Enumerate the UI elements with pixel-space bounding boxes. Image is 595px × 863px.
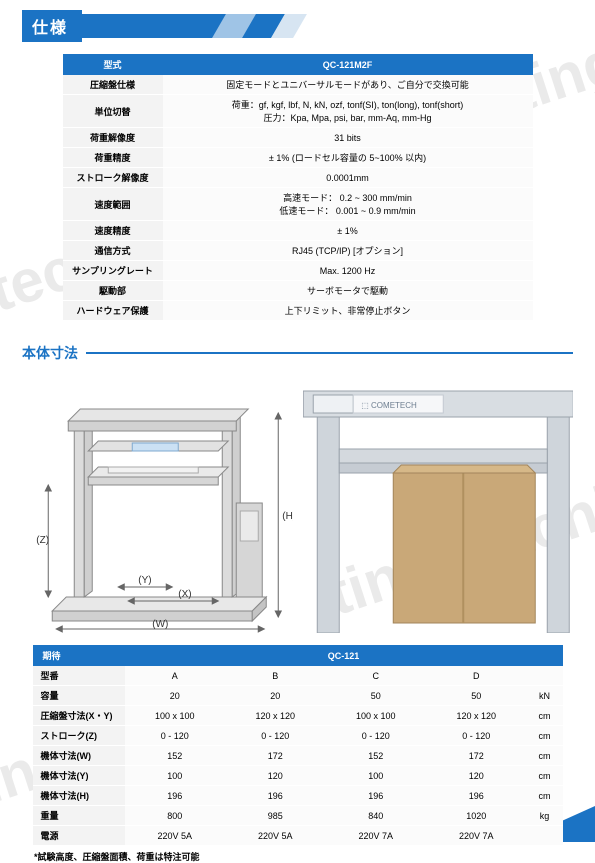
- spec-row-label: 荷重精度: [63, 148, 163, 168]
- dims-cell: 220V 5A: [225, 826, 326, 846]
- dimensions-heading-text: 本体寸法: [22, 343, 78, 363]
- svg-text:⬚ COMETECH: ⬚ COMETECH: [361, 401, 417, 410]
- heading-rule: [86, 352, 573, 354]
- dims-cell: 100: [326, 766, 427, 786]
- dims-title: 期待: [33, 645, 125, 666]
- spec-row-label: 圧縮盤仕様: [63, 75, 163, 95]
- dims-cell: B: [225, 666, 326, 686]
- dims-cell: 100 x 100: [125, 706, 226, 726]
- dimensions-heading: 本体寸法: [22, 343, 573, 363]
- spec-row-label: 速度精度: [63, 221, 163, 241]
- dims-cell: 120: [426, 766, 527, 786]
- spec-row-label: ストローク解像度: [63, 168, 163, 188]
- dims-cell: 220V 5A: [125, 826, 226, 846]
- dims-cell: 196: [326, 786, 427, 806]
- dims-cell: 985: [225, 806, 326, 826]
- dims-row-label: 圧縮盤寸法(X・Y): [33, 706, 125, 726]
- dims-cell: 220V 7A: [326, 826, 427, 846]
- svg-text:(X): (X): [178, 589, 191, 600]
- svg-text:(W): (W): [152, 619, 168, 630]
- dims-row-label: 機体寸法(W): [33, 746, 125, 766]
- footnote: *試験高度、圧縮盤面積、荷重は特注可能: [34, 850, 573, 863]
- dims-cell: 0 - 120: [326, 726, 427, 746]
- spec-row-value: RJ45 (TCP/IP) [オプション]: [163, 241, 533, 261]
- dims-unit: [527, 666, 563, 686]
- spec-row-value: 0.0001mm: [163, 168, 533, 188]
- spec-model-value: QC-121M2F: [163, 54, 533, 75]
- spec-row-label: 速度範囲: [63, 188, 163, 221]
- spec-row-value: Max. 1200 Hz: [163, 261, 533, 281]
- dims-unit: cm: [527, 786, 563, 806]
- dims-cell: 120: [225, 766, 326, 786]
- machine-diagram: (Z) (H) (Y) (X) (W): [22, 373, 293, 633]
- spec-row-value: 31 bits: [163, 128, 533, 148]
- dims-row-label: 重量: [33, 806, 125, 826]
- dims-unit: kN: [527, 686, 563, 706]
- spec-row-value: ± 1% (ロードセル容量の 5~100% 以内): [163, 148, 533, 168]
- dims-unit: cm: [527, 726, 563, 746]
- dims-cell: 172: [225, 746, 326, 766]
- dims-row-label: 容量: [33, 686, 125, 706]
- svg-text:(Y): (Y): [138, 575, 151, 586]
- dims-cell: 800: [125, 806, 226, 826]
- dims-cell: 172: [426, 746, 527, 766]
- dims-cell: 840: [326, 806, 427, 826]
- dims-cell: D: [426, 666, 527, 686]
- dimensions-table: 期待 QC-121 型番ABCD容量20205050kN圧縮盤寸法(X・Y)10…: [33, 645, 563, 846]
- dims-cell: 100: [125, 766, 226, 786]
- dims-cell: 0 - 120: [225, 726, 326, 746]
- dims-cell: 196: [426, 786, 527, 806]
- spec-table: 型式 QC-121M2F 圧縮盤仕様固定モードとユニバーサルモードがあり、ご自分…: [63, 54, 533, 321]
- section-header: 仕様: [22, 10, 573, 42]
- dims-unit: [527, 826, 563, 846]
- dims-cell: 196: [125, 786, 226, 806]
- spec-row-label: 単位切替: [63, 95, 163, 128]
- dims-cell: 50: [326, 686, 427, 706]
- dims-row-label: 型番: [33, 666, 125, 686]
- dims-cell: 1020: [426, 806, 527, 826]
- spec-row-value: 荷重：gf, kgf, lbf, N, kN, ozf, tonf(SI), t…: [163, 95, 533, 128]
- spec-row-value: 上下リミット、非常停止ボタン: [163, 301, 533, 321]
- dims-cell: 0 - 120: [125, 726, 226, 746]
- spec-row-value: サーボモータで駆動: [163, 281, 533, 301]
- dims-cell: 20: [225, 686, 326, 706]
- dims-model-header: QC-121: [125, 645, 563, 666]
- dims-cell: 220V 7A: [426, 826, 527, 846]
- spec-row-label: ハードウェア保護: [63, 301, 163, 321]
- svg-text:(H): (H): [282, 511, 292, 522]
- dims-unit: kg: [527, 806, 563, 826]
- spec-row-value: 高速モード： 0.2 ~ 300 mm/min低速モード： 0.001 ~ 0.…: [163, 188, 533, 221]
- dims-unit: cm: [527, 766, 563, 786]
- dims-cell: 196: [225, 786, 326, 806]
- spec-row-value: 固定モードとユニバーサルモードがあり、ご自分で交換可能: [163, 75, 533, 95]
- dims-row-label: ストローク(Z): [33, 726, 125, 746]
- dims-cell: 100 x 100: [326, 706, 427, 726]
- header-stripe: [82, 14, 573, 38]
- spec-model-label: 型式: [63, 54, 163, 75]
- dims-unit: cm: [527, 706, 563, 726]
- header-title: 仕様: [22, 10, 82, 42]
- dims-cell: A: [125, 666, 226, 686]
- machine-photo: ⬚ COMETECH: [303, 373, 574, 633]
- dims-cell: 120 x 120: [225, 706, 326, 726]
- spec-row-value: ± 1%: [163, 221, 533, 241]
- svg-text:(Z): (Z): [36, 535, 49, 546]
- dims-cell: C: [326, 666, 427, 686]
- dims-row-label: 機体寸法(H): [33, 786, 125, 806]
- spec-row-label: 荷重解像度: [63, 128, 163, 148]
- dims-row-label: 機体寸法(Y): [33, 766, 125, 786]
- dims-row-label: 電源: [33, 826, 125, 846]
- spec-row-label: 通信方式: [63, 241, 163, 261]
- dims-cell: 0 - 120: [426, 726, 527, 746]
- dims-cell: 152: [125, 746, 226, 766]
- dims-cell: 50: [426, 686, 527, 706]
- dims-cell: 20: [125, 686, 226, 706]
- dims-cell: 152: [326, 746, 427, 766]
- spec-row-label: 駆動部: [63, 281, 163, 301]
- dims-cell: 120 x 120: [426, 706, 527, 726]
- dims-unit: cm: [527, 746, 563, 766]
- spec-row-label: サンプリングレート: [63, 261, 163, 281]
